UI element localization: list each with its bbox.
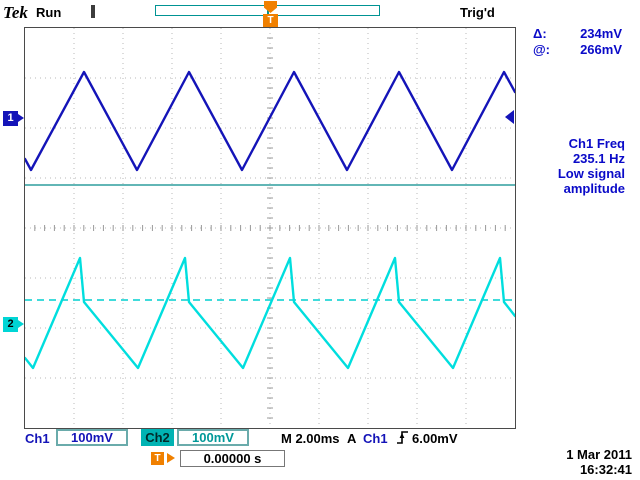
rising-edge-icon [397,431,408,444]
at-label: @: [533,42,551,57]
at-value: 266mV [580,42,622,57]
ch2-scale-readout: 100mV [177,429,249,446]
tek-logo: Tek [3,3,28,22]
ch1-label: Ch1 [25,431,50,446]
trigger-position-marker-icon [264,1,277,13]
ch2-position-marker: 2 [3,317,24,332]
date-readout: 1 Mar 2011 [566,447,632,462]
trigger-status-label: Trig'd [460,5,495,20]
measurement-line: 235.1 Hz [572,151,625,166]
trigger-level-arrow-icon [505,110,514,124]
trigger-position-readout: 0.00000 s [180,450,285,467]
trigger-source-label: Ch1 [363,431,388,446]
cursor-delta-readout: Δ: 234mV [533,26,622,41]
ch1-position-marker: 1 [3,111,24,126]
delta-value: 234mV [580,26,622,41]
measurement-line: amplitude [563,181,625,196]
time-readout: 16:32:41 [579,462,632,477]
trigger-pos-t-icon: T [151,452,164,465]
cursor-at-readout: @: 266mV [533,42,622,57]
trigger-level-readout: 6.00mV [412,431,458,446]
measurement-line: Ch1 Freq [568,136,625,151]
timebase-readout: M 2.00ms [281,431,340,446]
graticule-svg [25,28,515,428]
ch2-label: Ch2 [141,429,174,446]
trigger-pos-arrow-icon [167,453,175,463]
delta-label: Δ: [533,26,547,41]
record-start-tick [91,5,95,18]
measurement-readout: Ch1 Freq 235.1 Hz Low signal amplitude [510,136,625,196]
measurement-line: Low signal [557,166,625,181]
ch1-scale-readout: 100mV [56,429,128,446]
trigger-mode-label: A [347,431,357,446]
graticule [24,27,516,429]
trigger-t-icon: T [263,14,278,27]
acquisition-state-label: Run [36,5,62,20]
